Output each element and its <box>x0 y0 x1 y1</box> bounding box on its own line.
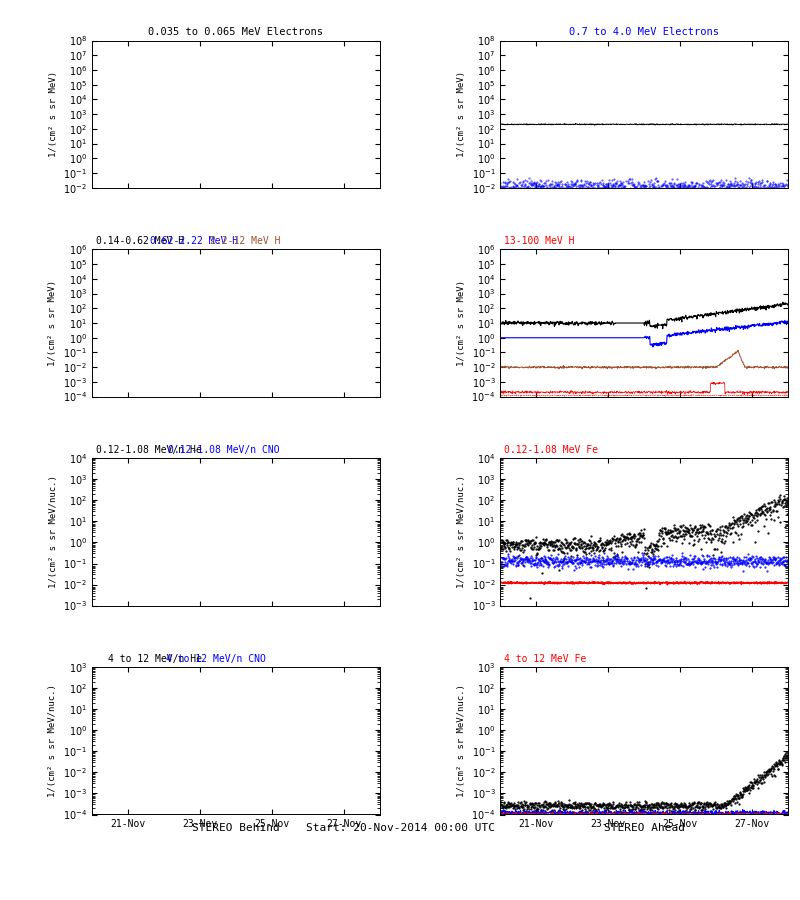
Y-axis label: 1/(cm² s sr MeV/nuc.): 1/(cm² s sr MeV/nuc.) <box>49 475 58 589</box>
Y-axis label: 1/(cm² s sr MeV): 1/(cm² s sr MeV) <box>49 71 58 158</box>
Text: STEREO Behind: STEREO Behind <box>192 824 280 833</box>
Y-axis label: 1/(cm² s sr MeV): 1/(cm² s sr MeV) <box>457 71 466 158</box>
Text: 2.2-12 MeV H: 2.2-12 MeV H <box>210 236 281 246</box>
Text: Start: 20-Nov-2014 00:00 UTC: Start: 20-Nov-2014 00:00 UTC <box>306 824 494 833</box>
Y-axis label: 1/(cm² s sr MeV/nuc.): 1/(cm² s sr MeV/nuc.) <box>457 475 466 589</box>
Text: 0.14-0.62 MeV H: 0.14-0.62 MeV H <box>96 236 184 246</box>
Text: 0.62-2.22 MeV H: 0.62-2.22 MeV H <box>150 236 238 246</box>
Text: 4 to 12 MeV Fe: 4 to 12 MeV Fe <box>504 653 586 664</box>
Y-axis label: 1/(cm² s sr MeV/nuc.): 1/(cm² s sr MeV/nuc.) <box>457 685 466 797</box>
Text: 0.7 to 4.0 MeV Electrons: 0.7 to 4.0 MeV Electrons <box>569 27 719 37</box>
Text: 0.12-1.08 MeV/n He: 0.12-1.08 MeV/n He <box>96 445 202 455</box>
Text: 4 to 12 MeV/n He: 4 to 12 MeV/n He <box>108 653 202 664</box>
Text: 4 to 12 MeV/n CNO: 4 to 12 MeV/n CNO <box>166 653 266 664</box>
Y-axis label: 1/(cm² s sr MeV): 1/(cm² s sr MeV) <box>457 280 466 366</box>
Text: 0.12-1.08 MeV Fe: 0.12-1.08 MeV Fe <box>504 445 598 455</box>
Y-axis label: 1/(cm² s sr MeV/nuc.): 1/(cm² s sr MeV/nuc.) <box>48 685 58 797</box>
Text: 0.12-1.08 MeV/n CNO: 0.12-1.08 MeV/n CNO <box>168 445 280 455</box>
Y-axis label: 1/(cm² s sr MeV): 1/(cm² s sr MeV) <box>48 280 58 366</box>
Text: STEREO Ahead: STEREO Ahead <box>604 824 685 833</box>
Text: 13-100 MeV H: 13-100 MeV H <box>504 236 575 246</box>
Text: 0.035 to 0.065 MeV Electrons: 0.035 to 0.065 MeV Electrons <box>148 27 323 37</box>
